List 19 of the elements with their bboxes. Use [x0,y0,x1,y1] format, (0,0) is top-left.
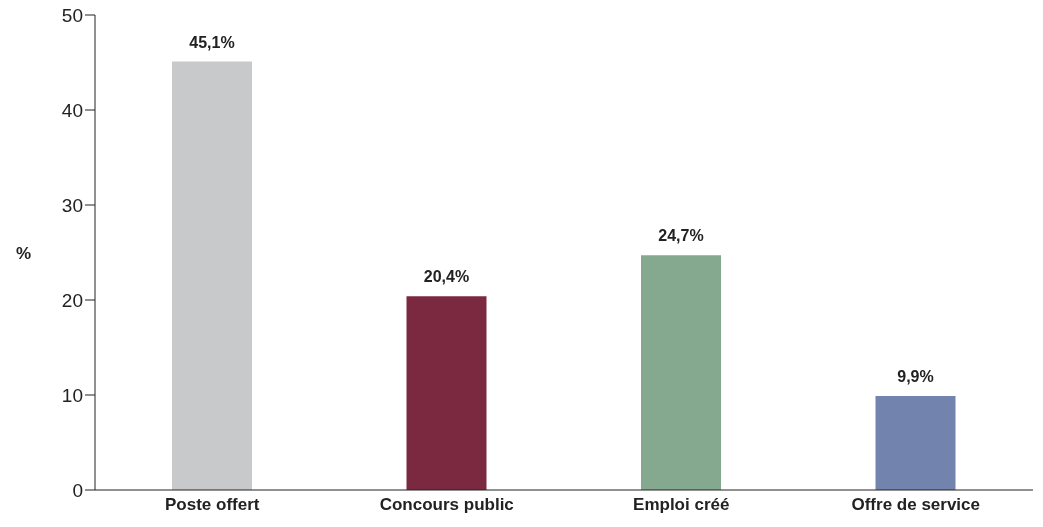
x-tick-label: Emploi créé [633,495,730,515]
bar [875,395,956,490]
y-tick-label: 30 [61,194,83,216]
x-tick-label: Concours public [379,495,514,515]
y-tick-label: 40 [61,99,83,121]
y-tick-label: 20 [61,289,83,311]
data-label: 45,1% [189,33,235,51]
y-tick-label: 50 [61,4,83,26]
y-tick-label: 10 [61,384,83,406]
bar [172,61,252,490]
bar [406,296,487,490]
data-label: 24,7% [658,227,704,245]
x-tick-label: Offre de service [851,495,981,515]
y-axis-title: % [16,243,32,263]
data-label: 20,4% [423,268,470,286]
x-tick-label: Poste offert [165,495,260,515]
bar [641,255,721,490]
y-tick-label: 0 [72,479,83,501]
data-label: 9,9% [897,367,934,385]
